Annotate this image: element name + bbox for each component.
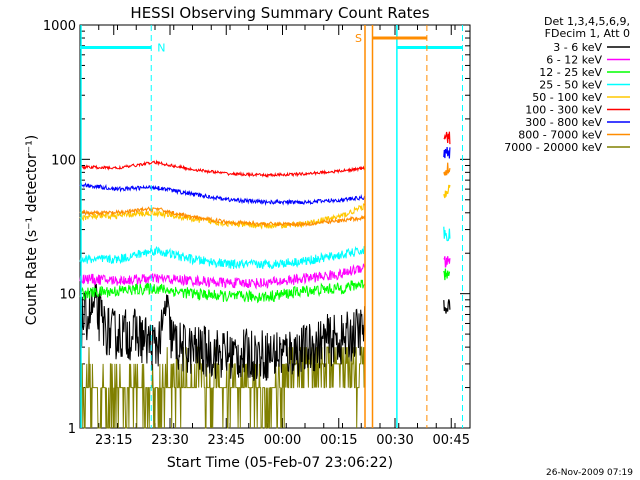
y-tick-label: 1000	[43, 19, 76, 34]
saa-marker-label: S	[355, 32, 362, 45]
plot-frame	[79, 24, 471, 429]
legend-header: FDecim 1, Att 0	[545, 27, 630, 40]
y-tick-label: 1	[68, 422, 76, 437]
series-line	[79, 263, 366, 290]
x-tick-label: 23:45	[208, 433, 245, 448]
timestamp: 26-Nov-2009 07:19	[546, 468, 633, 478]
series-line	[79, 279, 366, 304]
x-tick-label: 23:30	[151, 433, 188, 448]
y-tick-label: 100	[51, 153, 76, 168]
y-axis-label: Count Rate (s⁻¹ detector⁻¹)	[24, 135, 40, 325]
x-tick-label: 23:15	[95, 433, 132, 448]
x-tick-label: 00:30	[376, 433, 413, 448]
series-line	[79, 245, 366, 270]
legend-label: 7000 - 20000 keV	[504, 141, 602, 154]
series-line	[79, 180, 366, 206]
legend-label: 50 - 100 keV	[532, 91, 602, 104]
after-gap-series	[443, 162, 451, 177]
series-line	[79, 203, 366, 230]
legend: Det 1,3,4,5,6,9,FDecim 1, Att 03 - 6 keV…	[504, 15, 630, 154]
after-gap-series	[443, 146, 451, 159]
after-gap-series	[443, 299, 451, 314]
legend-label: 800 - 7000 keV	[518, 129, 602, 142]
series-line	[79, 283, 366, 382]
y-tick-label: 10	[59, 288, 76, 303]
legend-label: 25 - 50 keV	[539, 79, 602, 92]
x-tick-label: 00:15	[320, 433, 357, 448]
series-line	[80, 346, 366, 429]
x-axis-label: Start Time (05-Feb-07 23:06:22)	[167, 455, 393, 471]
series-line	[79, 159, 366, 179]
after-gap-series	[443, 256, 451, 268]
after-gap-series	[443, 268, 451, 281]
legend-label: 12 - 25 keV	[539, 66, 602, 79]
after-gap-series	[443, 131, 451, 145]
legend-label: 6 - 12 keV	[546, 54, 602, 67]
x-tick-label: 00:00	[264, 433, 301, 448]
after-gap-series	[443, 184, 451, 199]
x-tick-label: 00:45	[433, 433, 470, 448]
after-gap-series	[443, 226, 451, 242]
legend-label: 100 - 300 keV	[525, 104, 602, 117]
legend-label: 3 - 6 keV	[553, 41, 602, 54]
plot-layer: 1 10 100 1000 23:15 23:30 23:45 00:00 00:15 00:30…	[43, 19, 471, 448]
night-marker-label: N	[157, 41, 165, 54]
chart-title: HESSI Observing Summary Count Rates	[130, 4, 429, 22]
legend-label: 300 - 800 keV	[525, 116, 602, 129]
series-line	[79, 206, 366, 228]
legend-header: Det 1,3,4,5,6,9,	[544, 15, 630, 28]
